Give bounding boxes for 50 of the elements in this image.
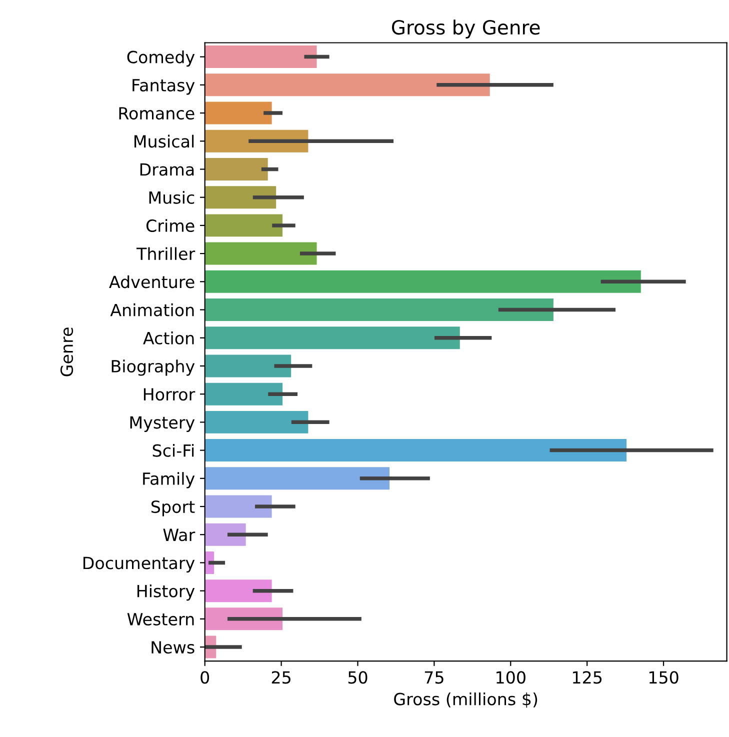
y-tick-label: Sport bbox=[151, 500, 195, 516]
bar bbox=[204, 326, 460, 350]
y-tick-label: Crime bbox=[146, 219, 194, 232]
bar bbox=[204, 186, 276, 209]
bar bbox=[204, 102, 272, 124]
y-axis-title: Genre bbox=[60, 328, 74, 376]
y-tick-label: Comedy bbox=[127, 50, 195, 67]
y-tick-label: Sci-Fi bbox=[152, 444, 194, 457]
chart-title: Gross by Genre bbox=[392, 20, 540, 38]
y-tick-label: History bbox=[137, 584, 195, 601]
x-tick-label: 125 bbox=[572, 671, 602, 684]
bar bbox=[204, 410, 308, 434]
y-tick-label: Action bbox=[143, 332, 194, 344]
y-tick-label: Musical bbox=[134, 134, 194, 148]
y-tick-label: Horror bbox=[144, 388, 196, 401]
y-tick-label: Thriller bbox=[136, 247, 196, 260]
y-tick-label: Documentary bbox=[83, 556, 195, 573]
y-tick-label: Mystery bbox=[130, 416, 195, 432]
y-tick-label: Adventure bbox=[109, 275, 194, 288]
y-tick-label: Western bbox=[127, 613, 194, 626]
bar bbox=[204, 74, 490, 96]
bar bbox=[204, 467, 390, 490]
bar bbox=[204, 242, 317, 265]
x-tick-label: 0 bbox=[200, 671, 210, 684]
bar bbox=[204, 298, 554, 321]
y-tick-label: Music bbox=[149, 191, 194, 204]
y-tick-label: War bbox=[163, 528, 196, 542]
x-tick-label: 100 bbox=[496, 671, 526, 684]
x-tick-label: 25 bbox=[272, 671, 290, 684]
x-tick-label: 50 bbox=[348, 671, 368, 684]
x-tick-label: 75 bbox=[424, 671, 444, 684]
y-tick-label: Drama bbox=[140, 163, 194, 176]
y-tick-label: Fantasy bbox=[132, 79, 195, 95]
bar bbox=[204, 439, 627, 462]
x-axis-title: Gross (millions $) bbox=[394, 692, 538, 708]
bar bbox=[204, 270, 641, 293]
bar bbox=[204, 214, 283, 237]
y-tick-label: Family bbox=[143, 472, 195, 488]
y-tick-label: News bbox=[152, 641, 194, 654]
y-tick-label: Romance bbox=[119, 107, 194, 120]
bar bbox=[204, 46, 317, 68]
bar bbox=[204, 158, 268, 180]
y-tick-label: Animation bbox=[110, 303, 194, 316]
bar bbox=[204, 354, 292, 378]
x-tick-label: 150 bbox=[649, 671, 678, 684]
bar bbox=[204, 495, 272, 518]
bar bbox=[204, 523, 246, 546]
bar bbox=[204, 382, 283, 406]
y-tick-label: Biography bbox=[112, 360, 195, 376]
bar bbox=[204, 580, 272, 602]
